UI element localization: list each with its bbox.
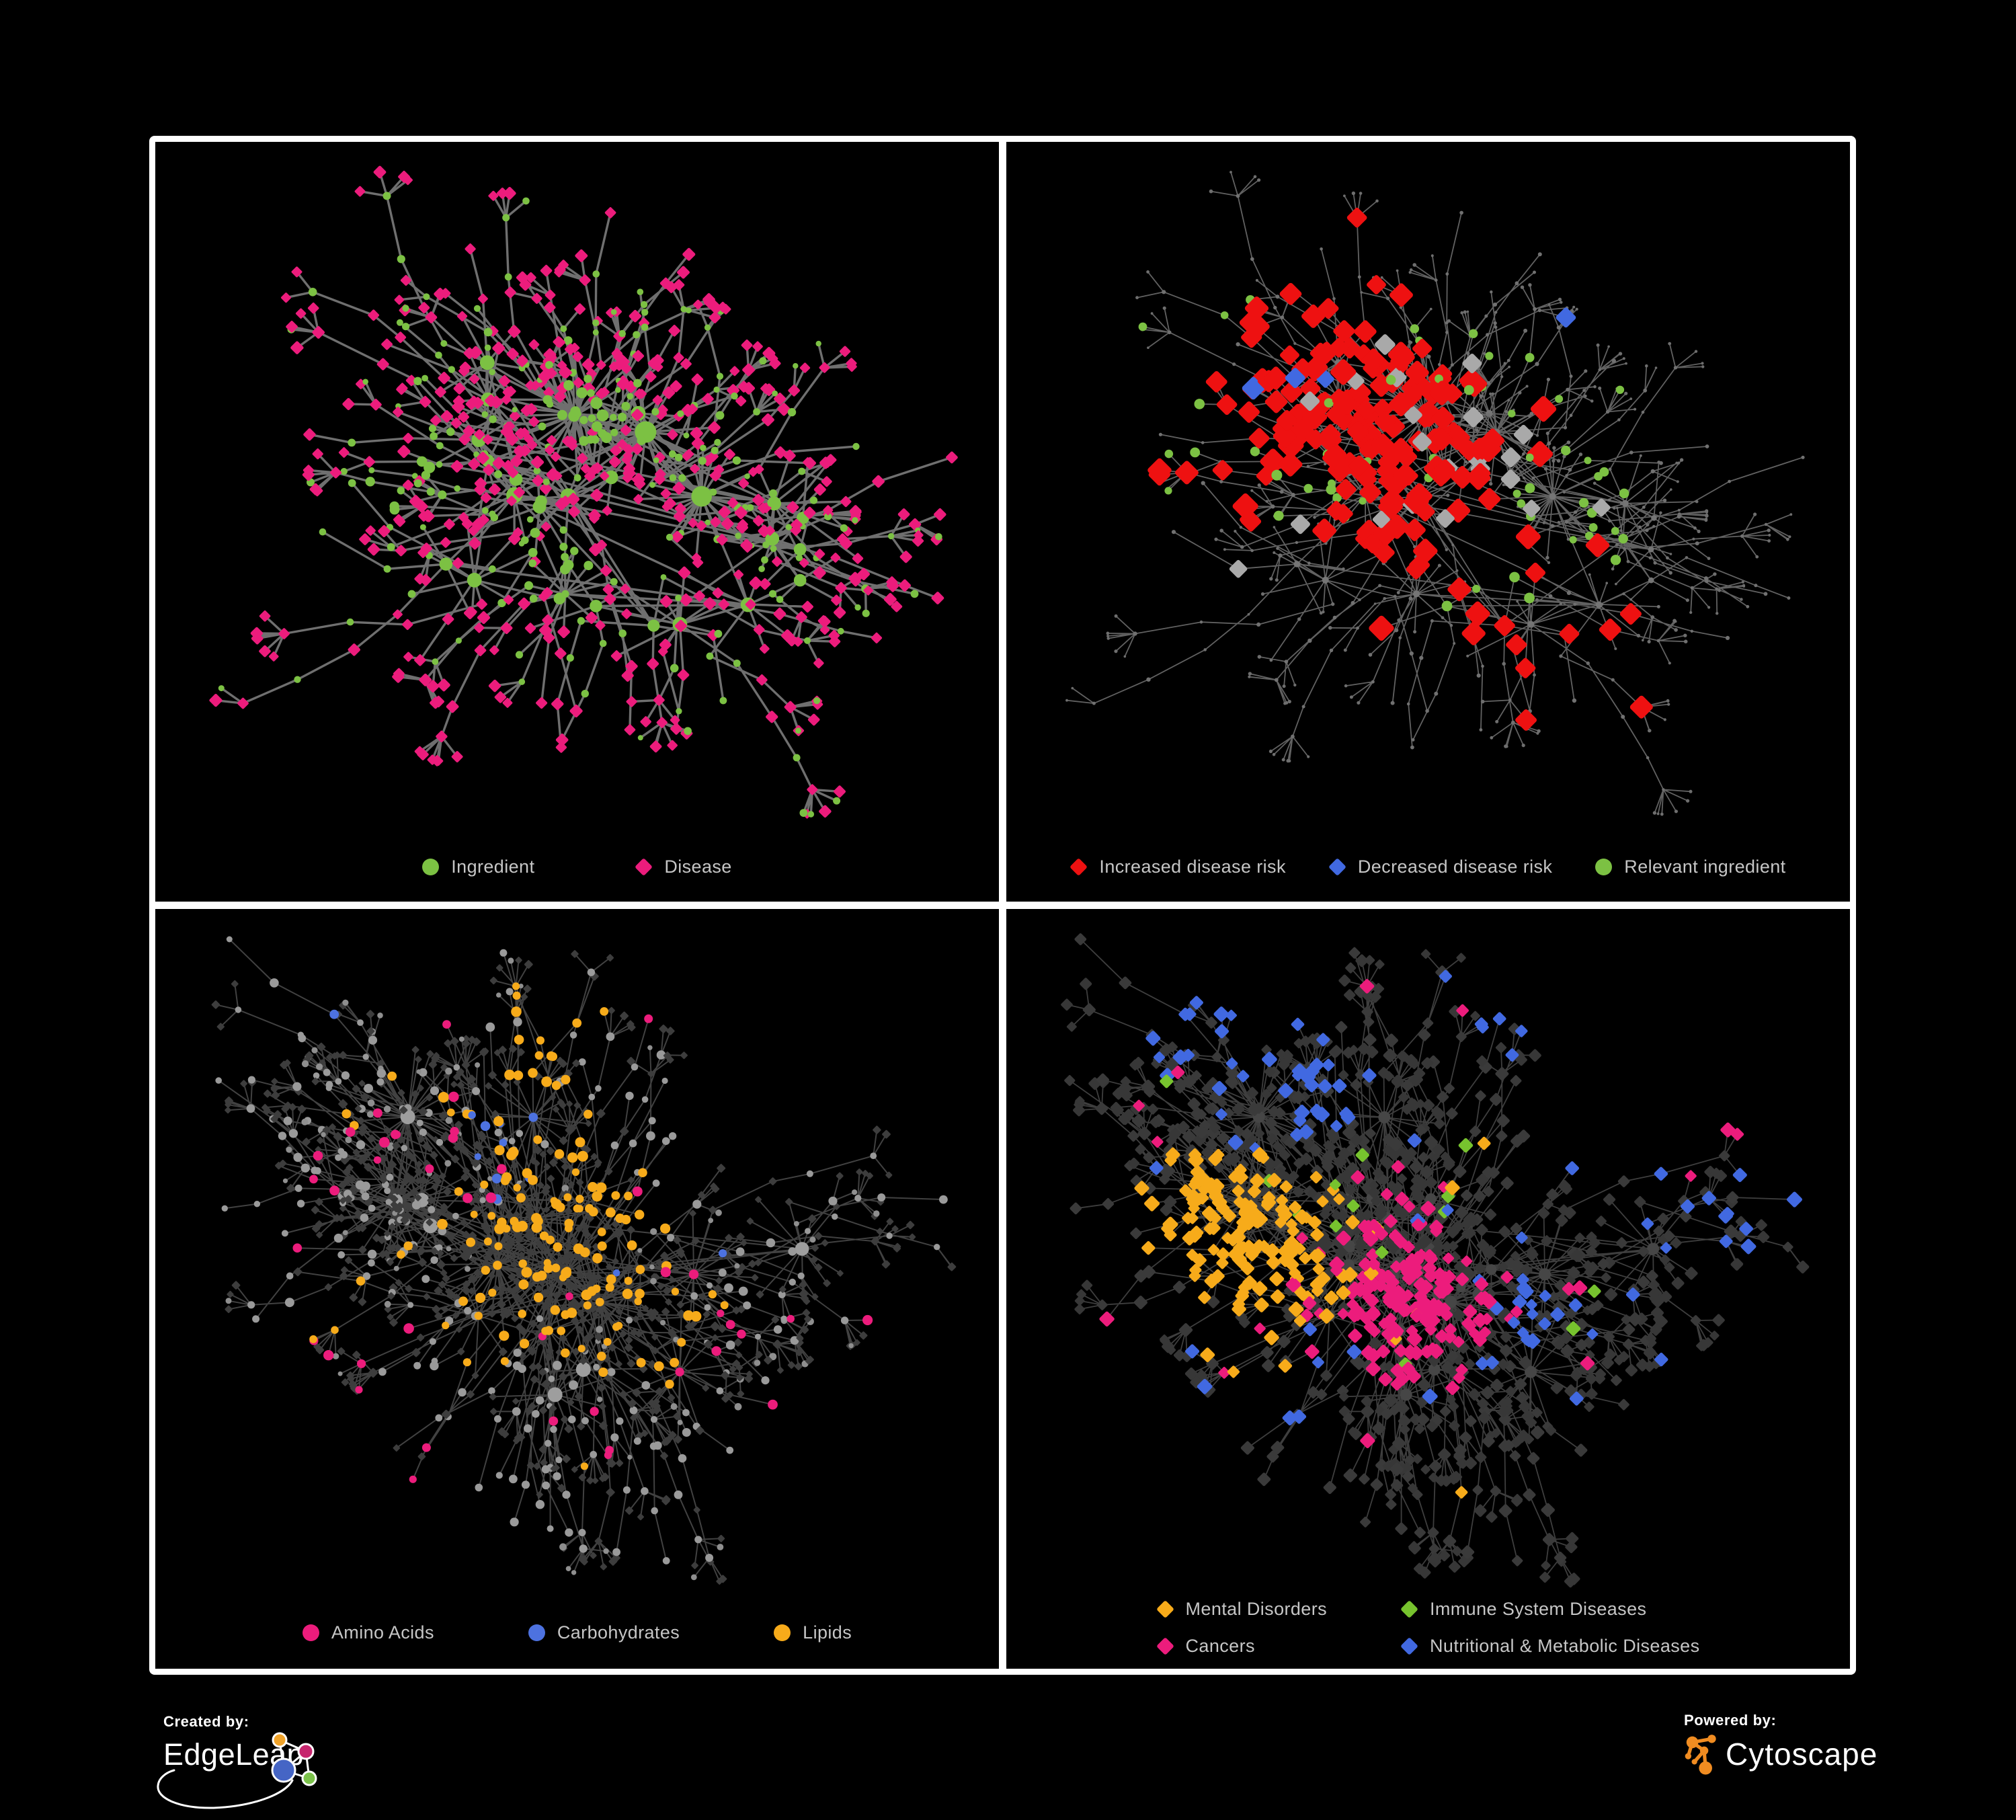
legend-label: Carbohydrates	[557, 1622, 680, 1643]
legend-item-relevant-ingredient: Relevant ingredient	[1595, 857, 1785, 877]
diamond-marker	[1156, 1600, 1174, 1618]
network-graph	[211, 936, 957, 1585]
circle-marker	[774, 1624, 791, 1641]
network-graph	[1065, 171, 1805, 816]
panel-disease-risk-network: Increased disease risk Decreased disease …	[1006, 142, 1850, 902]
legend-label: Ingredient	[451, 857, 535, 877]
legend-label: Lipids	[803, 1622, 852, 1643]
legend: Mental Disorders Immune System Diseases Ca…	[1156, 1599, 1700, 1657]
panel-nutrient-class-network: Amino Acids Carbohydrates Lipids	[155, 909, 999, 1669]
circle-marker	[1595, 859, 1613, 875]
legend-label: Amino Acids	[331, 1622, 434, 1643]
legend-label: Increased disease risk	[1099, 857, 1286, 877]
legend-item-nutritional-metabolic-diseases: Nutritional & Metabolic Diseases	[1400, 1636, 1700, 1657]
legend-item-disease: Disease	[635, 857, 731, 877]
edgeleap-wordmark: EdgeLeap	[163, 1737, 305, 1772]
panel-ingredient-disease-network: Ingredient Disease	[155, 142, 999, 902]
diamond-marker	[1070, 858, 1088, 876]
edgeleap-credit: Created by: EdgeLeap	[157, 1713, 317, 1809]
figure-grid: Ingredient Disease Increased disease risk…	[149, 136, 1856, 1675]
legend: Amino Acids Carbohydrates Lipids	[155, 1622, 999, 1643]
powered-by-label: Powered by:	[1684, 1712, 1777, 1729]
cytoscape-credit: Powered by: Cytoscape	[1684, 1712, 1878, 1775]
legend: Increased disease risk Decreased disease …	[1006, 857, 1850, 877]
legend-item-carbohydrates: Carbohydrates	[528, 1622, 680, 1643]
legend-label: Cancers	[1185, 1636, 1255, 1656]
diamond-marker	[1400, 1600, 1418, 1618]
legend-item-lipids: Lipids	[774, 1622, 852, 1643]
legend-label: Mental Disorders	[1185, 1599, 1327, 1619]
circle-marker	[422, 859, 440, 875]
cytoscape-wordmark: Cytoscape	[1726, 1737, 1878, 1772]
legend-item-mental-disorders: Mental Disorders	[1156, 1599, 1327, 1620]
circle-marker	[302, 1624, 319, 1641]
legend-item-ingredient: Ingredient	[422, 857, 534, 877]
legend-label: Decreased disease risk	[1357, 857, 1553, 877]
legend-label: Disease	[664, 857, 732, 877]
legend-item-amino-acids: Amino Acids	[302, 1622, 434, 1643]
network-graph	[1061, 933, 1810, 1588]
panel-disease-class-network: Mental Disorders Immune System Diseases Ca…	[1006, 909, 1850, 1669]
diamond-marker	[1400, 1637, 1418, 1655]
created-by-label: Created by:	[163, 1713, 249, 1730]
diamond-marker	[1328, 858, 1346, 876]
circle-marker	[528, 1624, 545, 1641]
legend-item-decreased-disease-risk: Decreased disease risk	[1328, 857, 1553, 877]
network-graph	[209, 165, 958, 819]
edgeleap-swoosh	[157, 1769, 294, 1809]
legend-label: Relevant ingredient	[1624, 857, 1786, 877]
legend: Ingredient Disease	[155, 857, 999, 877]
edgeleap-node-green	[301, 1770, 317, 1786]
diamond-marker	[1156, 1637, 1174, 1655]
legend-label: Immune System Diseases	[1430, 1599, 1647, 1619]
cytoscape-logo	[1685, 1735, 1716, 1775]
diamond-marker	[635, 858, 653, 876]
legend-item-immune-system-diseases: Immune System Diseases	[1400, 1599, 1647, 1620]
legend-item-increased-disease-risk: Increased disease risk	[1070, 857, 1285, 877]
legend-item-cancers: Cancers	[1156, 1636, 1255, 1657]
legend-label: Nutritional & Metabolic Diseases	[1430, 1636, 1700, 1656]
